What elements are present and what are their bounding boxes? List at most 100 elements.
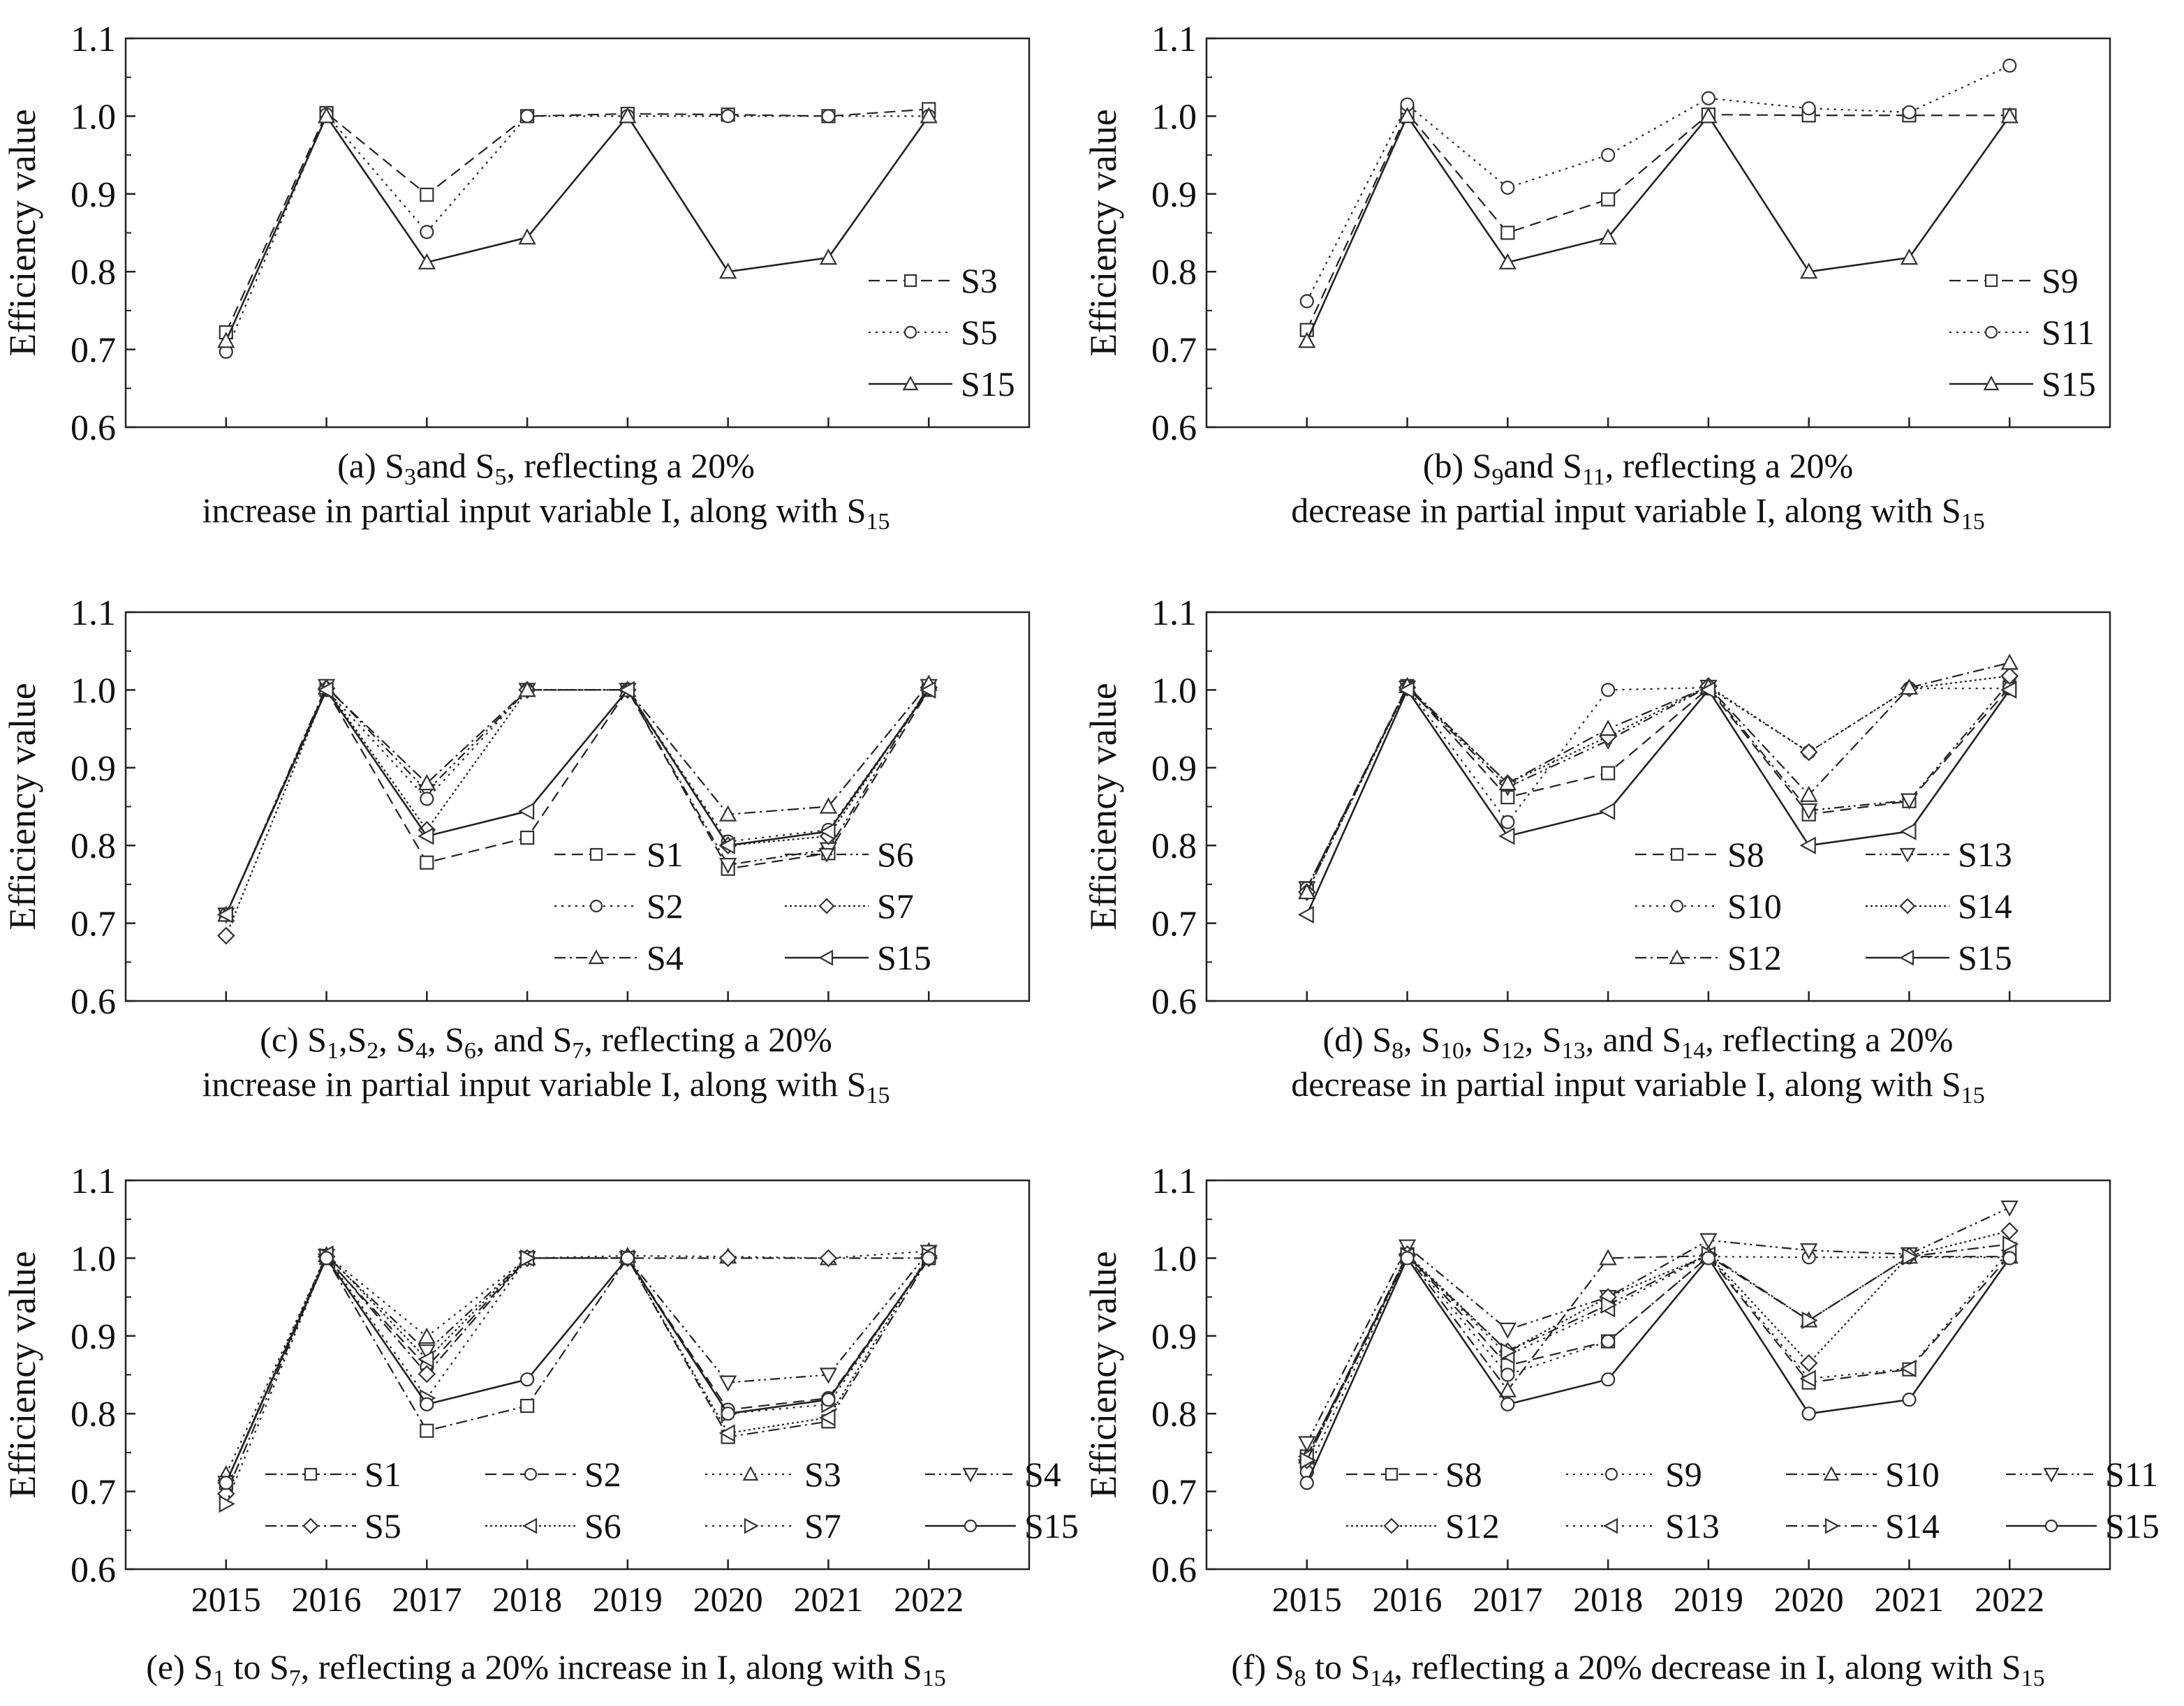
legend-label: S4: [647, 938, 684, 977]
data-point: [219, 1476, 233, 1490]
data-point: [1900, 1359, 1917, 1378]
data-point: [1599, 228, 1617, 245]
caption-subscript: 15: [866, 1083, 890, 1108]
data-point: [1800, 803, 1818, 820]
caption-f: (f) S8 to S14, reflecting a 20% decrease…: [1092, 1645, 2184, 1691]
legend-marker: [522, 1518, 538, 1534]
caption-text: (f) S: [1231, 1647, 1294, 1686]
caption-text: ,S: [338, 1020, 367, 1059]
data-point: [1801, 101, 1816, 116]
caption-subscript: 15: [1961, 509, 1985, 535]
data-point: [819, 1367, 838, 1384]
legend-marker: [903, 325, 917, 339]
data-point: [719, 262, 737, 279]
caption-subscript: 1: [213, 1666, 226, 1691]
data-point: [1599, 720, 1617, 736]
data-point: [718, 1424, 735, 1442]
data-point: [1498, 253, 1517, 269]
series-line: [1306, 1249, 2011, 1457]
legend-marker: [818, 898, 835, 914]
x-tick-label: 2020: [1774, 1580, 1844, 1619]
legend-marker: [1669, 949, 1685, 965]
series-line: [1306, 685, 2010, 889]
data-point: [2000, 653, 2019, 670]
caption-subscript: 3: [404, 464, 416, 490]
data-point: [2000, 107, 2019, 124]
series-line: [225, 108, 929, 333]
series-line: [1306, 114, 2011, 341]
data-point: [1498, 1322, 1517, 1339]
data-point: [518, 802, 535, 820]
data-point: [1799, 1353, 1818, 1372]
legend-marker: [589, 847, 603, 861]
data-point: [1601, 192, 1616, 207]
legend-item-s3: S3: [869, 261, 998, 300]
caption-subscript: 14: [1681, 1038, 1706, 1064]
x-tick-label: 2017: [392, 1580, 462, 1619]
data-point: [2000, 681, 2017, 699]
series-line: [1306, 1254, 2010, 1457]
series-s4-c: [217, 674, 938, 922]
legend-marker: [744, 1518, 759, 1534]
data-point: [619, 107, 637, 124]
chart-c-svg: 0.6 0.7 0.8 0.9 1.0 1.1 Efficiency value S1 S6 S2…: [1, 593, 1031, 1022]
series-line: [225, 1256, 930, 1483]
data-point: [1298, 882, 1316, 900]
legend-item-s7: S7: [785, 887, 914, 926]
data-point: [920, 681, 936, 699]
series-s11-f: [1298, 1200, 2019, 1453]
series-s15-c: [216, 681, 936, 924]
legend-item-s4: S4: [925, 1455, 1061, 1494]
plot-frame-e: [124, 1179, 1031, 1571]
series-line: [225, 688, 930, 915]
caption-subscript: 15: [866, 509, 890, 535]
legend-label: S15: [2105, 1506, 2160, 1545]
caption-text: , S: [1463, 1020, 1501, 1059]
legend-c: S1 S6 S2 S7 S4 S15: [554, 835, 931, 977]
y-tick-label: 0.6: [1151, 1550, 1197, 1590]
caption-c: (c) S1,S2, S4, S6, and S7, reflecting a …: [0, 1017, 1092, 1108]
series-line: [225, 684, 930, 915]
series-line: [1306, 1252, 2011, 1457]
caption-text: to S: [1306, 1647, 1371, 1686]
caption-text: increase in partial input variable I, al…: [202, 491, 866, 530]
y-tick-label: 0.6: [71, 982, 116, 1022]
data-point: [1498, 827, 1515, 845]
legend-item-s3: S3: [705, 1455, 841, 1494]
series-line: [225, 688, 930, 915]
y-tick-label: 1.1: [71, 593, 116, 633]
data-point: [819, 797, 838, 814]
data-point: [819, 1249, 838, 1268]
caption-text: , reflecting a 20%: [584, 1020, 832, 1059]
y-axis-label: Efficiency value: [1082, 1251, 1124, 1498]
legend-f: S8 S9 S10 S11 S12 S13 S14 S15: [1346, 1455, 2160, 1545]
legend-label: S15: [877, 938, 931, 977]
data-point: [418, 1350, 434, 1368]
y-tick-label: 0.8: [71, 826, 116, 866]
series-s11-b: [1299, 58, 2017, 309]
legend-item-s1: S1: [265, 1455, 401, 1494]
legend-item-s2: S2: [554, 887, 684, 926]
x-tick-label: 2016: [1373, 1580, 1443, 1619]
data-point: [1699, 1233, 1718, 1249]
data-point: [2002, 1251, 2017, 1266]
legend-marker: [1984, 274, 1998, 288]
legend-item-s5: S5: [265, 1506, 401, 1545]
caption-text: (a) S: [337, 446, 404, 485]
data-point: [1800, 1243, 1818, 1260]
data-point: [821, 1393, 836, 1407]
data-point: [520, 1372, 535, 1387]
series-line: [225, 1251, 930, 1483]
data-point: [1799, 743, 1818, 762]
caption-text: (d) S: [1322, 1020, 1392, 1059]
legend-label: S15: [1024, 1506, 1079, 1545]
y-axis-label: Efficiency value: [1, 109, 43, 356]
data-point: [1902, 1393, 1917, 1407]
caption-text: , reflecting a 20%: [1705, 1020, 1954, 1059]
legend-item-s12: S12: [1635, 938, 1782, 977]
caption-subscript: 8: [1392, 1038, 1404, 1064]
legend-marker: [1823, 1466, 1840, 1481]
legend-item-s10: S10: [1786, 1455, 1940, 1494]
caption-text: (b) S: [1422, 446, 1492, 485]
